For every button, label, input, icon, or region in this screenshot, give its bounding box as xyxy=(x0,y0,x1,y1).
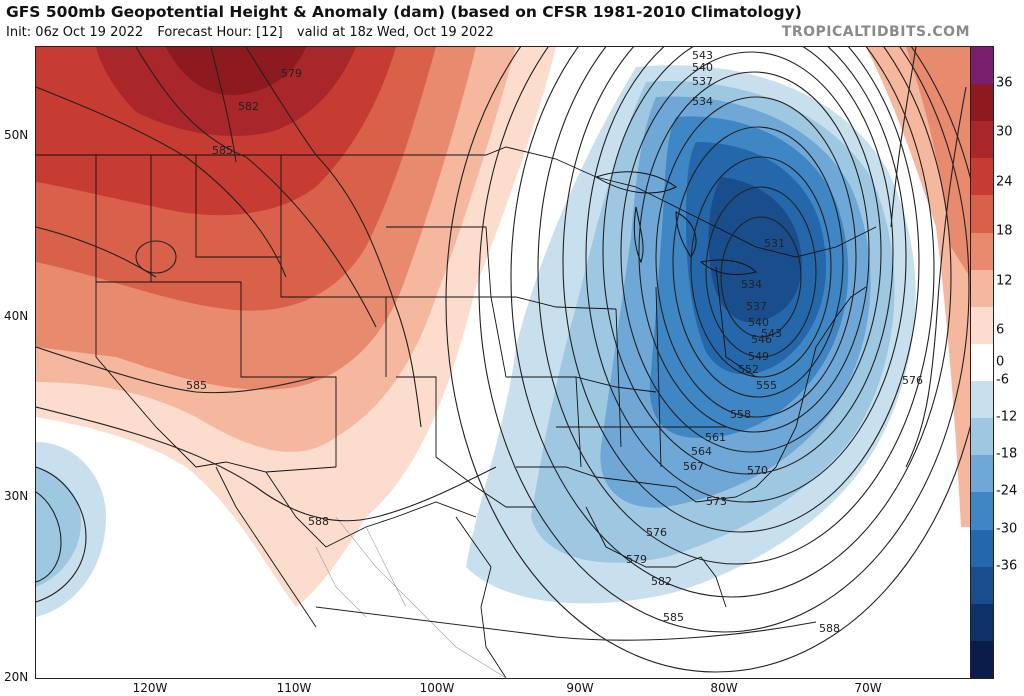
contour-label: 531 xyxy=(764,237,785,250)
latitude-label: 20N xyxy=(4,670,29,684)
height-contours xyxy=(36,47,970,673)
contour-label: 576 xyxy=(646,526,667,539)
colorbar-swatch xyxy=(971,640,993,679)
contour-label: 549 xyxy=(748,350,769,363)
colorbar-tick-label: 24 xyxy=(996,174,1013,190)
contour-label: 564 xyxy=(691,445,712,458)
colorbar-swatch xyxy=(971,529,993,568)
colorbar-swatch xyxy=(971,566,993,605)
colorbar-tick-label: 0 xyxy=(996,354,1005,369)
contour-label: 588 xyxy=(308,515,329,528)
site-watermark: TROPICALTIDBITS.COM xyxy=(781,24,970,40)
colorbar-swatch xyxy=(971,418,993,456)
colorbar-tick-label: 6 xyxy=(996,322,1005,338)
longitude-label: 120W xyxy=(132,681,168,695)
contour-label: 585 xyxy=(186,379,207,392)
contour-label: 588 xyxy=(819,622,840,635)
latitude-label: 40N xyxy=(4,309,29,323)
colorbar-swatch xyxy=(971,195,993,234)
colorbar-swatch xyxy=(971,269,993,308)
contour-labels: 543 540 537 534 579 582 585 588 585 531 … xyxy=(186,49,923,635)
contour-label: 546 xyxy=(751,333,772,346)
colorbar-swatch xyxy=(971,158,993,196)
colorbar-tick-label: -30 xyxy=(996,521,1018,537)
contour-label: 573 xyxy=(706,495,727,508)
contour-label: 582 xyxy=(651,575,672,588)
colorbar-tick-label: -12 xyxy=(996,409,1018,425)
contour-label: 570 xyxy=(747,464,768,477)
colorbar-tick-label: -24 xyxy=(996,483,1018,499)
colorbar-swatch xyxy=(971,306,993,345)
colorbar-swatch xyxy=(971,84,993,122)
colorbar-swatch xyxy=(971,603,993,642)
anomaly-map: 543 540 537 534 579 582 585 588 585 531 … xyxy=(36,47,970,678)
contour-label: 534 xyxy=(692,95,713,108)
colorbar-tick-label: 36 xyxy=(996,75,1013,91)
colorbar-tick-label: -18 xyxy=(996,446,1018,462)
init-time: Init: 06z Oct 19 2022 xyxy=(6,25,144,40)
political-boundaries xyxy=(36,146,877,678)
longitude-label: 110W xyxy=(276,681,312,695)
contour-label: 543 xyxy=(692,49,713,62)
contour-label: 567 xyxy=(683,460,704,473)
contour-label: 534 xyxy=(741,278,762,291)
colorbar-swatch xyxy=(971,232,993,271)
colorbar-swatch xyxy=(971,381,993,419)
latitude-label: 30N xyxy=(4,489,29,503)
mexico-boundaries xyxy=(315,516,507,678)
contour-label: 576 xyxy=(902,374,923,387)
valid-time: valid at 18z Wed, Oct 19 2022 xyxy=(296,25,494,40)
map-panel: 543 540 537 534 579 582 585 588 585 531 … xyxy=(35,46,971,679)
colorbar-tick-label: -6 xyxy=(996,372,1009,388)
contour-label: 543 xyxy=(761,327,782,340)
contour-label: 537 xyxy=(746,300,767,313)
colorbar-swatch xyxy=(971,492,993,531)
contour-label: 558 xyxy=(730,408,751,421)
contour-label: 555 xyxy=(756,379,777,392)
forecast-hour: Forecast Hour: [12] xyxy=(157,25,283,40)
colorbar-swatch xyxy=(971,343,993,382)
longitude-label: 90W xyxy=(566,681,594,695)
colorbar-tick-label: -36 xyxy=(996,558,1018,574)
colorbar-tick-label: 18 xyxy=(996,223,1013,239)
colorbar-swatch xyxy=(971,121,993,159)
anomaly-colorbar xyxy=(970,46,994,679)
longitude-label: 100W xyxy=(419,681,455,695)
map-title: GFS 500mb Geopotential Height & Anomaly … xyxy=(6,3,802,21)
contour-label: 537 xyxy=(692,75,713,88)
contour-label: 579 xyxy=(626,553,647,566)
colorbar-swatch xyxy=(971,47,993,85)
latitude-label: 50N xyxy=(4,128,29,142)
map-subtitle: Init: 06z Oct 19 2022 Forecast Hour: [12… xyxy=(6,25,504,40)
contour-label: 540 xyxy=(748,316,769,329)
contour-label: 540 xyxy=(692,61,713,74)
colorbar-tick-label: 30 xyxy=(996,124,1013,140)
longitude-label: 70W xyxy=(854,681,882,695)
colorbar-swatch xyxy=(971,455,993,493)
contour-label: 585 xyxy=(212,144,233,157)
contour-label: 582 xyxy=(238,100,259,113)
contour-label: 552 xyxy=(738,363,759,376)
positive-anomaly-field xyxy=(36,47,970,607)
contour-label: 561 xyxy=(705,431,726,444)
contour-label: 585 xyxy=(663,611,684,624)
colorbar-tick-label: 12 xyxy=(996,273,1013,289)
contour-label: 579 xyxy=(281,67,302,80)
longitude-label: 80W xyxy=(710,681,738,695)
